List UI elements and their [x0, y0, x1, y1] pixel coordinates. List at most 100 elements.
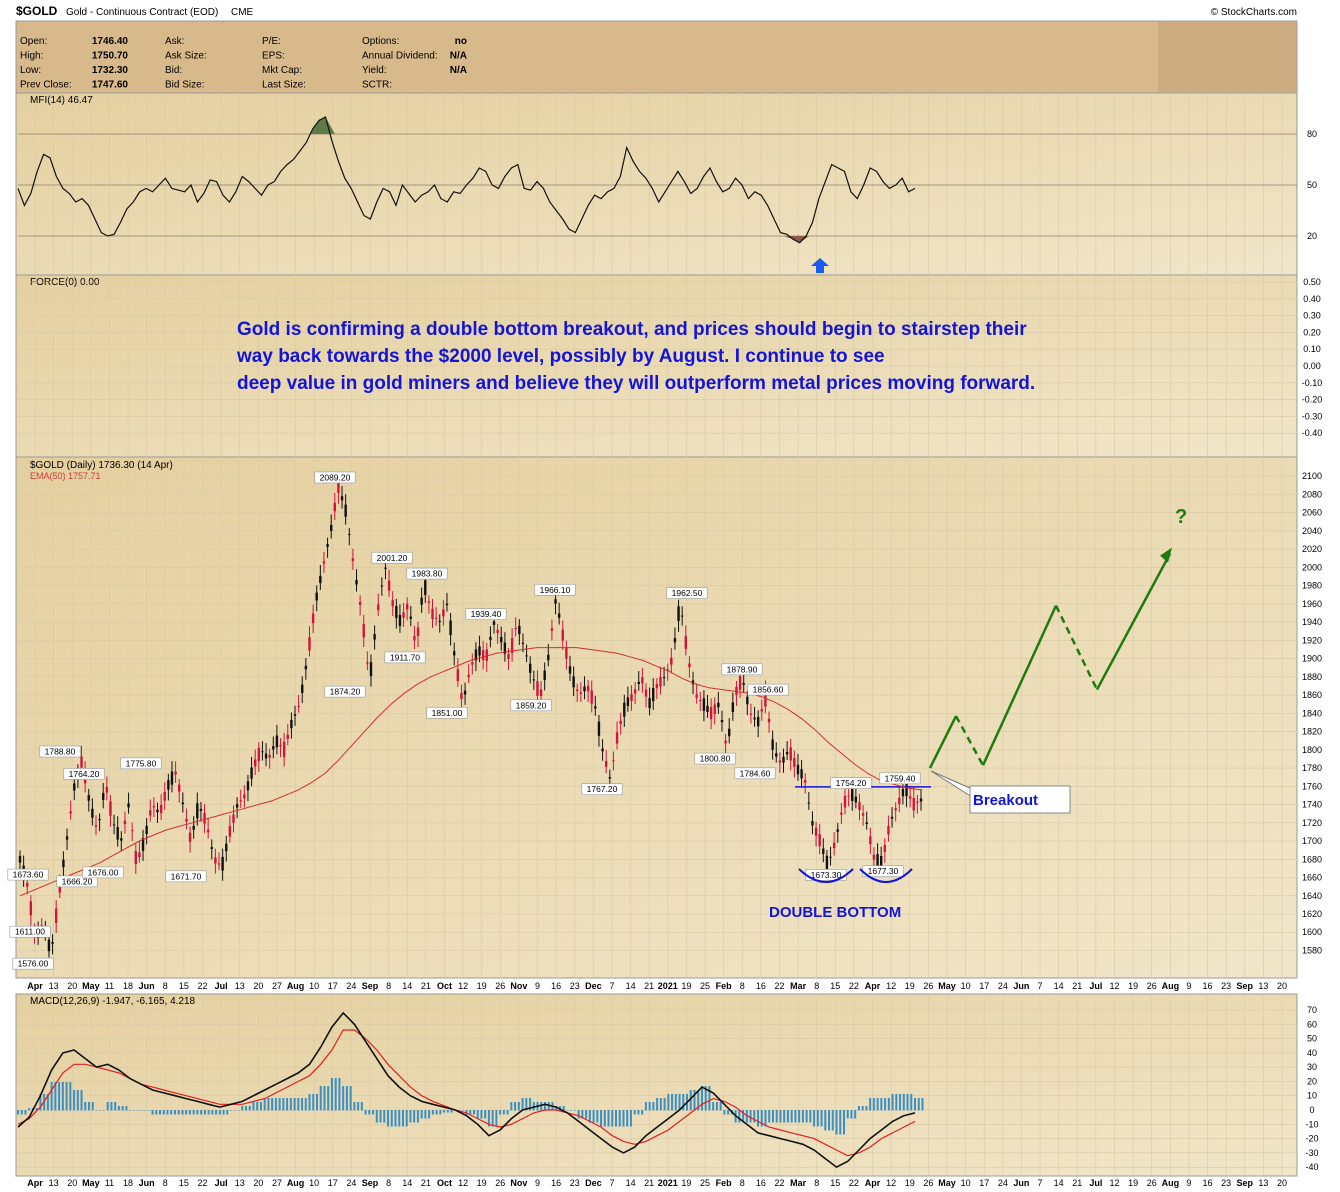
macd-histogram-bar: [416, 1110, 419, 1123]
macd-histogram-bar: [562, 1106, 565, 1111]
price-label-box: [12, 957, 54, 970]
candle-body: [225, 843, 228, 852]
price-label-box: [747, 683, 789, 696]
x-tick-label: 24: [998, 1178, 1008, 1188]
candle-body: [261, 751, 264, 753]
macd-histogram-bar: [394, 1110, 397, 1127]
x-tick-label: 13: [235, 981, 245, 991]
candle-body: [188, 832, 192, 842]
candle-body: [384, 567, 387, 569]
x-tick-label: 22: [849, 981, 859, 991]
candle-body: [688, 663, 691, 668]
price-tick: 2100: [1302, 471, 1322, 481]
macd-histogram-bar: [293, 1098, 296, 1111]
candle-body: [362, 623, 365, 638]
x-tick-label: 20: [67, 1178, 77, 1188]
candle-body: [62, 859, 65, 868]
macd-histogram-bar: [566, 1110, 569, 1111]
force-tick: -0.20: [1302, 395, 1323, 405]
candle-body: [416, 627, 420, 637]
candle-body: [127, 803, 130, 808]
macd-histogram-bar: [159, 1110, 162, 1115]
macd-histogram-bar: [495, 1110, 498, 1127]
candle-body: [503, 642, 507, 654]
x-tick-label: 8: [740, 1178, 745, 1188]
candle-body: [912, 797, 915, 811]
candle-body: [510, 638, 514, 653]
mfi-tick: 20: [1307, 231, 1317, 241]
candle-body: [782, 756, 785, 763]
macd-histogram-bar: [259, 1102, 262, 1111]
x-tick-label: Apr: [865, 1178, 881, 1188]
candle-body: [648, 698, 651, 709]
x-tick-label: 20: [253, 981, 263, 991]
candle-body: [905, 782, 908, 797]
macd-histogram-bar: [596, 1110, 599, 1123]
candle-body: [315, 592, 318, 601]
candle-body: [402, 612, 405, 618]
symbol: $GOLD: [16, 4, 58, 18]
x-tick-label: 20: [253, 1178, 263, 1188]
candle-body: [829, 856, 832, 858]
macd-histogram-bar: [375, 1110, 378, 1123]
x-tick-label: 27: [272, 981, 282, 991]
candle-body: [51, 941, 54, 944]
x-tick-label: 23: [570, 1178, 580, 1188]
blue-up-arrow-icon: [811, 258, 829, 273]
macd-histogram-bar: [129, 1110, 132, 1111]
macd-histogram-bar: [600, 1110, 603, 1127]
price-label: 1911.70: [390, 652, 420, 662]
breakout-label: Breakout: [973, 792, 1038, 809]
macd-histogram-bar: [588, 1110, 591, 1123]
candle-body: [518, 625, 521, 635]
macd-tick: 0: [1309, 1105, 1314, 1115]
macd-histogram-bar: [349, 1086, 352, 1111]
x-tick-label: 23: [1221, 981, 1231, 991]
x-tick-label: 10: [961, 981, 971, 991]
quote-label: Bid Size:: [165, 80, 204, 91]
macd-histogram-bar: [237, 1110, 240, 1111]
candle-body: [543, 670, 546, 681]
macd-histogram-bar: [121, 1106, 124, 1111]
macd-histogram-bar: [910, 1094, 913, 1111]
candle-body: [264, 753, 268, 759]
x-tick-label: 20: [1277, 981, 1287, 991]
macd-histogram-bar: [831, 1110, 834, 1131]
candle-body: [199, 808, 203, 811]
candle-body: [793, 758, 796, 767]
macd-histogram-bar: [338, 1078, 341, 1111]
candle-body: [778, 760, 782, 763]
macd-histogram-bar: [805, 1110, 808, 1123]
x-tick-label: 21: [644, 981, 654, 991]
candle-body: [228, 826, 232, 837]
macd-histogram-bar: [869, 1098, 872, 1111]
candle-body: [138, 852, 141, 858]
macd-histogram-bar: [409, 1110, 412, 1123]
macd-histogram-bar: [581, 1110, 584, 1119]
price-tick: 1700: [1302, 836, 1322, 846]
macd-tick: 60: [1307, 1019, 1317, 1029]
x-tick-label: 19: [681, 1178, 691, 1188]
x-tick-label: 26: [495, 981, 505, 991]
x-tick-label: 26: [1147, 1178, 1157, 1188]
candle-body: [442, 609, 445, 617]
price-label-box: [694, 752, 736, 765]
macd-histogram-bar: [226, 1110, 229, 1115]
candle-body: [731, 702, 735, 713]
candle-body: [601, 748, 604, 752]
candle-body: [865, 822, 868, 825]
candle-body: [738, 675, 742, 690]
candle-body: [145, 825, 148, 834]
projection-segment: [981, 605, 1058, 766]
macd-histogram-bar: [80, 1090, 83, 1111]
macd-histogram-bar: [173, 1110, 176, 1115]
macd-histogram-bar: [181, 1110, 184, 1115]
price-label: 1767.20: [587, 784, 618, 794]
macd-histogram-bar: [304, 1098, 307, 1111]
x-tick-label: 18: [123, 981, 133, 991]
macd-histogram-bar: [20, 1110, 23, 1115]
candle-body: [373, 634, 376, 640]
macd-histogram-bar: [241, 1106, 244, 1111]
candle-body: [789, 747, 792, 761]
candle-body: [800, 769, 803, 779]
